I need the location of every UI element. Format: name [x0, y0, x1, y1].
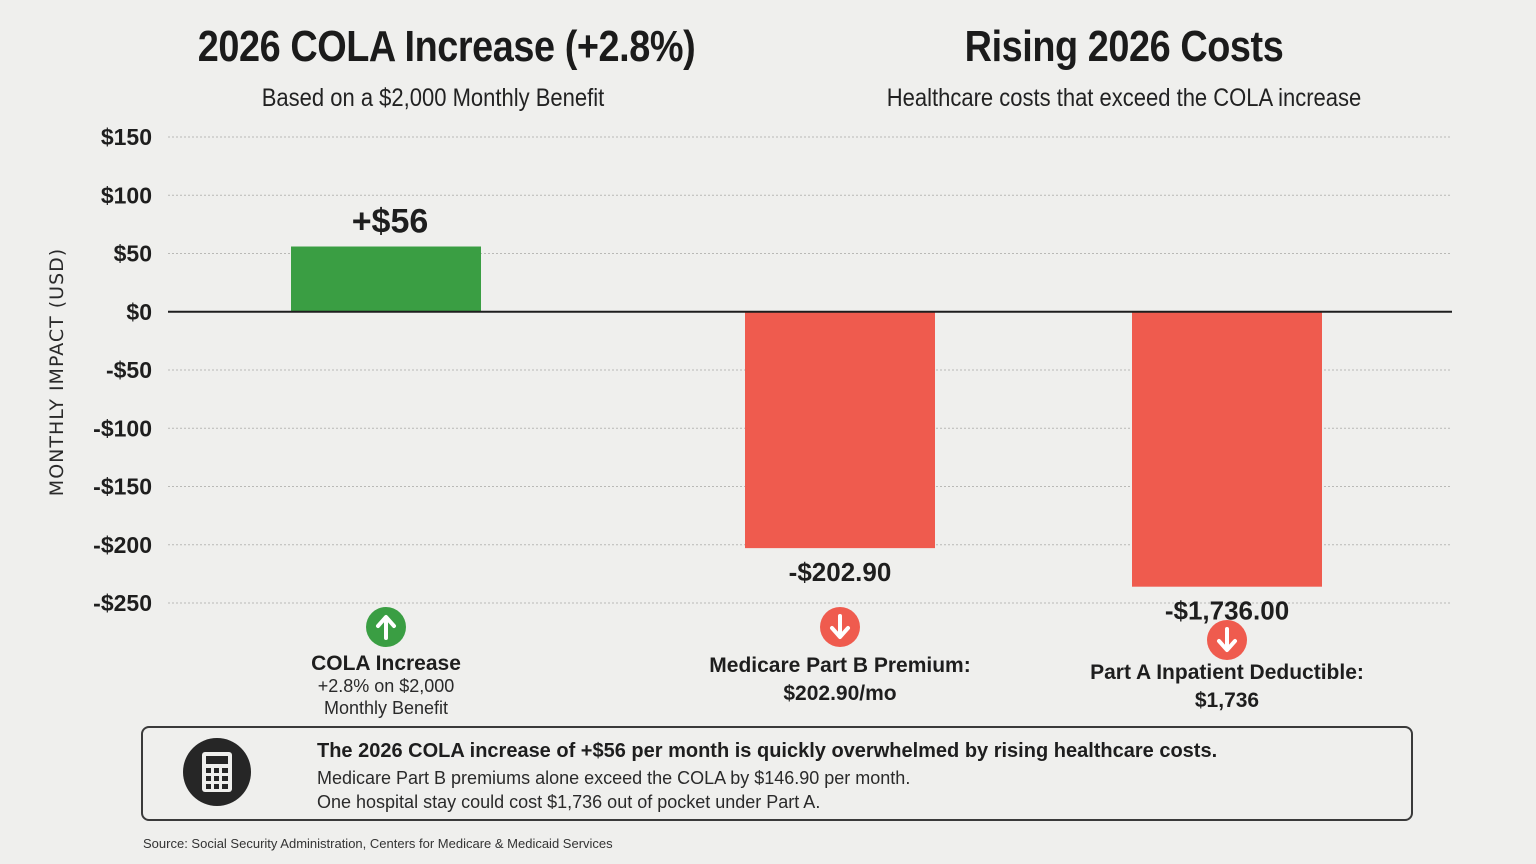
bar-part-a-inpatient-deductible [1132, 311, 1322, 587]
source-note: Source: Social Security Administration, … [143, 836, 613, 851]
bar-value-labels: +$56-$202.90-$1,736.00 [352, 203, 1289, 626]
category-label: Medicare Part B Premium: [709, 654, 971, 677]
y-axis-tick-labels: $150 $100 $50 $0 -$50 -$100 -$150 -$200 -$250 [93, 124, 152, 616]
y-axis-label: MONTHLY IMPACT (USD) [46, 248, 68, 496]
y-tick-label: -$200 [93, 532, 152, 558]
y-tick-label: -$150 [93, 474, 152, 500]
category-label: Part A Inpatient Deductible: [1090, 661, 1364, 684]
y-tick-label: $150 [101, 124, 152, 150]
bar-value-label: +$56 [352, 203, 429, 241]
category-label: $1,736 [1194, 689, 1260, 712]
y-tick-label: $100 [101, 182, 152, 208]
bar-value-label: -$202.90 [789, 557, 892, 587]
summary-callout: The 2026 COLA increase of +$56 per month… [141, 726, 1413, 821]
left-chart-subtitle: Based on a $2,000 Monthly Benefit [261, 84, 605, 112]
right-chart-subtitle: Healthcare costs that exceed the COLA in… [886, 84, 1362, 112]
category-label: COLA Increase [311, 652, 461, 675]
calculator-icon [183, 738, 251, 806]
y-tick-label: $0 [126, 299, 152, 325]
bar-cola-increase [291, 246, 481, 312]
direction-icons [366, 607, 1247, 660]
callout-headline: The 2026 COLA increase of +$56 per month… [317, 740, 1218, 762]
left-chart-title: 2026 COLA Increase (+2.8%) [197, 22, 696, 71]
y-tick-label: -$100 [93, 415, 152, 441]
category-sublabel: +2.8% on $2,000 [317, 676, 455, 696]
right-chart-title: Rising 2026 Costs [964, 22, 1284, 71]
arrow-down-icon [1207, 620, 1247, 660]
y-tick-label: $50 [114, 241, 152, 267]
category-label: $202.90/mo [783, 682, 897, 705]
arrow-up-icon [366, 607, 406, 647]
bars [291, 246, 1322, 587]
callout-detail-1: Medicare Part B premiums alone exceed th… [317, 768, 911, 788]
bar-medicare-part-b-premium [745, 311, 935, 549]
arrow-down-icon [820, 607, 860, 647]
chart-plot: $150 $100 $50 $0 -$50 -$100 -$150 -$200 -$250 MO… [46, 124, 1452, 660]
callout-detail-2: One hospital stay could cost $1,736 out … [317, 792, 821, 812]
category-sublabel: Monthly Benefit [323, 698, 449, 718]
y-tick-label: -$50 [106, 357, 152, 383]
y-tick-label: -$250 [93, 590, 152, 616]
